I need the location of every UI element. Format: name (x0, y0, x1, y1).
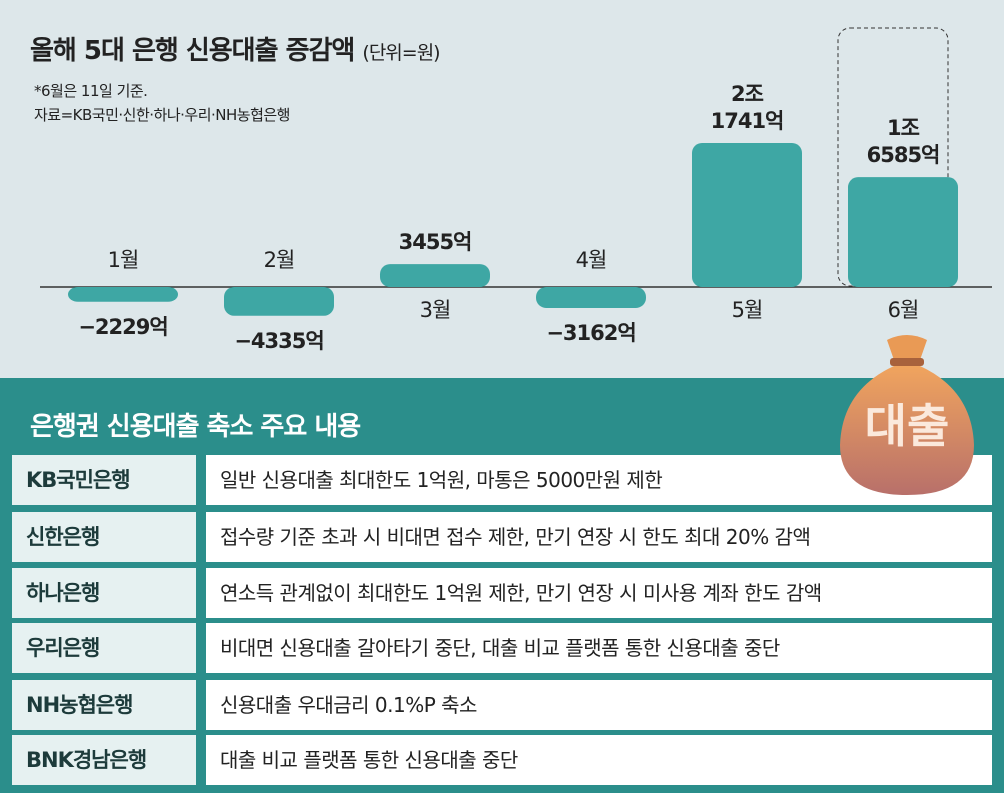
value-label: 3455억 (398, 230, 473, 255)
measure: 비대면 신용대출 갈아타기 중단, 대출 비교 플랫폼 통한 신용대출 중단 (206, 623, 992, 673)
chart (40, 27, 992, 316)
bank-name: 우리은행 (12, 623, 196, 673)
table-title: 은행권 신용대출 축소 주요 내용 (30, 412, 361, 442)
bar (380, 264, 490, 287)
unit-note: (단위=원) (362, 42, 440, 64)
bank-name: BNK경남은행 (12, 735, 196, 785)
value-label: −4335억 (234, 328, 324, 353)
note: *6월은 11일 기준. (34, 82, 148, 100)
chart-title: 올해 5대 은행 신용대출 증감액 (단위=원) (30, 30, 441, 67)
money-bag-icon: 대출 (840, 335, 974, 495)
x-tick-label: 4월 (575, 248, 608, 272)
measure: 대출 비교 플랫폼 통한 신용대출 중단 (206, 735, 992, 785)
icon-label: 대출 (865, 399, 950, 453)
table-row: 우리은행 비대면 신용대출 갈아타기 중단, 대출 비교 플랫폼 통한 신용대출 … (12, 623, 992, 673)
x-tick-label: 2월 (263, 248, 296, 272)
x-tick-label: 3월 (419, 298, 452, 322)
value-label: −3162억 (546, 320, 636, 345)
measure: 연소득 관계없이 최대한도 1억원 제한, 만기 연장 시 미사용 계좌 한도 … (206, 568, 992, 618)
bank-name: 신한은행 (12, 512, 196, 562)
measure: 신용대출 우대금리 0.1%P 축소 (206, 680, 992, 730)
source: 자료=KB국민·신한·하나·우리·NH농협은행 (34, 106, 290, 124)
value-label: 1조 6585억 (866, 116, 941, 168)
measure: 접수량 기준 초과 시 비대면 접수 제한, 만기 연장 시 한도 최대 20%… (206, 512, 992, 562)
x-tick-label: 5월 (731, 298, 764, 322)
bank-name: KB국민은행 (12, 455, 196, 505)
table-row: 하나은행 연소득 관계없이 최대한도 1억원 제한, 만기 연장 시 미사용 계좌… (12, 568, 992, 618)
bar (848, 177, 958, 287)
value-label: −2229억 (78, 314, 168, 339)
x-tick-label: 1월 (107, 248, 140, 272)
bar (536, 287, 646, 308)
bar (224, 287, 334, 316)
bank-name: 하나은행 (12, 568, 196, 618)
bar (692, 143, 802, 287)
bank-name: NH농협은행 (12, 680, 196, 730)
title-text: 올해 5대 은행 신용대출 증감액 (30, 36, 355, 66)
bar (68, 287, 178, 302)
value-label: 2조 1741억 (710, 82, 785, 133)
table-row: 신한은행 접수량 기준 초과 시 비대면 접수 제한, 만기 연장 시 한도 최대… (12, 512, 992, 562)
table-row: BNK경남은행 대출 비교 플랫폼 통한 신용대출 중단 (12, 735, 992, 785)
x-tick-label: 6월 (887, 298, 920, 322)
table-row: NH농협은행 신용대출 우대금리 0.1%P 축소 (12, 680, 992, 730)
